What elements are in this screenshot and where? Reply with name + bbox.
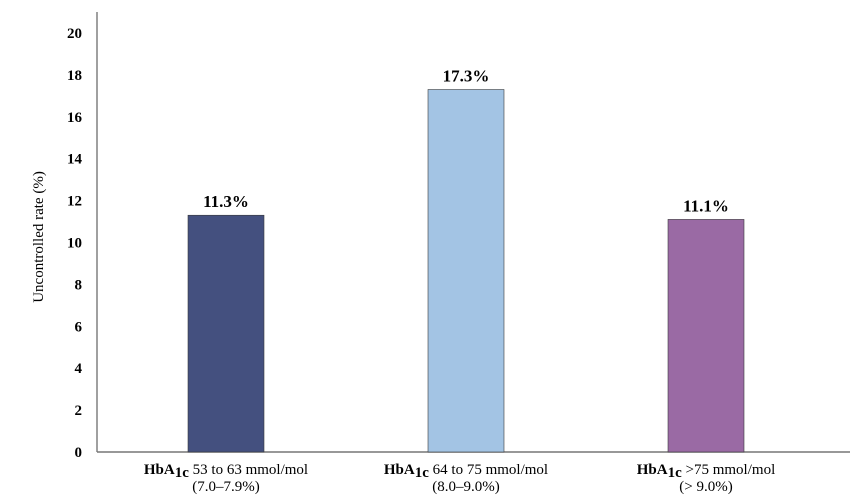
y-tick-label: 18 [67,68,82,84]
x-category-labels: HbA1c 53 to 63 mmol/mol(7.0–7.9%) HbA1c 6… [144,462,775,495]
data-label-3: 11.1% [683,196,729,215]
x-category-sublabel-2: (8.0–9.0%) [432,479,500,495]
bars [187,89,745,453]
y-tick-label: 4 [75,361,83,377]
y-axis-title: Uncontrolled rate (%) [31,171,47,303]
x-category-sublabel-1: (7.0–7.9%) [192,479,260,495]
y-tick-label: 2 [75,403,83,419]
bar-3 [667,219,745,453]
y-tick-label: 16 [67,110,83,126]
x-category-label-2: HbA1c 64 to 75 mmol/mol [384,462,548,481]
y-tick-label: 6 [75,319,83,335]
bar-2 [427,89,505,453]
x-category-sublabel-3: (> 9.0%) [679,479,732,495]
data-labels: 11.3% 17.3% 11.1% [203,67,729,216]
y-tick-label: 20 [67,26,82,42]
y-tick-label: 8 [75,277,83,293]
y-tick-label: 0 [75,445,83,461]
y-tick-label: 10 [67,235,82,251]
y-tick-label: 12 [67,194,82,210]
x-category-label-1: HbA1c 53 to 63 mmol/mol [144,462,308,481]
data-label-2: 17.3% [443,67,490,86]
x-category-label-3: HbA1c >75 mmol/mol [637,462,775,481]
y-tick-labels: 0 2 4 6 8 10 12 14 16 18 20 [67,26,83,461]
data-label-1: 11.3% [203,192,249,211]
y-tick-label: 14 [67,152,83,168]
bar-1 [187,214,265,453]
